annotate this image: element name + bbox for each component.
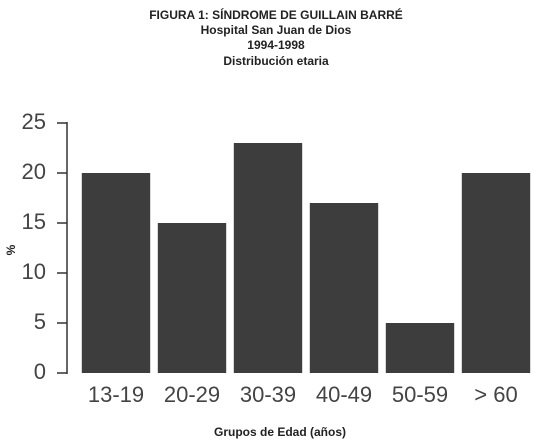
x-tick-label: > 60 bbox=[474, 382, 517, 407]
y-tick-label: 15 bbox=[22, 209, 46, 234]
y-tick-label: 10 bbox=[22, 259, 46, 284]
chart-title: Hospital San Juan de Dios bbox=[201, 23, 352, 37]
y-tick-label: 20 bbox=[22, 159, 46, 184]
x-tick-label: 40-49 bbox=[316, 382, 372, 407]
y-tick-label: 25 bbox=[22, 109, 46, 134]
x-tick-label: 50-59 bbox=[392, 382, 448, 407]
chart-title: FIGURA 1: SÍNDROME DE GUILLAIN BARRÉ bbox=[149, 7, 403, 22]
bar bbox=[233, 143, 303, 373]
chart-title: Distribución etaria bbox=[223, 54, 329, 68]
title-block: FIGURA 1: SÍNDROME DE GUILLAIN BARRÉ Hos… bbox=[149, 7, 403, 68]
y-tick-label: 5 bbox=[34, 309, 46, 334]
chart-title: 1994-1998 bbox=[247, 38, 305, 52]
bar bbox=[309, 203, 379, 373]
y-tick-label: 0 bbox=[34, 359, 46, 384]
x-tick-label: 30-39 bbox=[240, 382, 296, 407]
x-tick-label: 13-19 bbox=[88, 382, 144, 407]
bar bbox=[461, 173, 531, 373]
bar bbox=[81, 173, 151, 373]
x-axis-label: Grupos de Edad (años) bbox=[214, 425, 346, 439]
x-tick-label: 20-29 bbox=[164, 382, 220, 407]
bar bbox=[157, 223, 227, 373]
y-axis-label: % bbox=[4, 244, 18, 255]
bar bbox=[385, 323, 455, 373]
